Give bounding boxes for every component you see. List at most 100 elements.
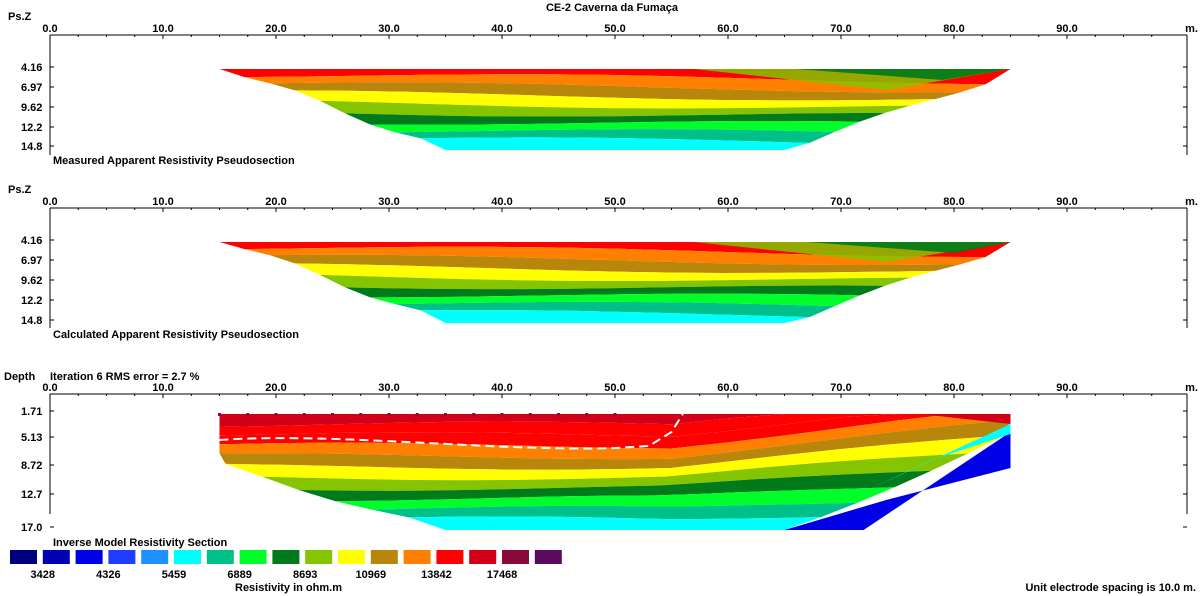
panel-calculated: 0.0 10.0 20.0 30.0 40.0 50.0 60.0 70.0 80.0 90.0 m… xyxy=(8,184,1198,341)
x-tick-label: 30.0 xyxy=(378,196,399,208)
calculated-band-1 xyxy=(244,246,986,266)
legend-swatch xyxy=(206,550,234,564)
panel-caption: Calculated Apparent Resistivity Pseudose… xyxy=(53,329,299,341)
x-tick-label: 0.0 xyxy=(42,23,57,35)
measured-band-7 xyxy=(395,129,835,143)
measured-band-8 xyxy=(420,137,810,150)
inverse-section xyxy=(218,413,1011,530)
legend-swatch xyxy=(239,550,267,564)
inverse-cyan-wedge xyxy=(863,424,1011,492)
y-tick-label: 17.0 xyxy=(21,522,42,534)
inverse-band-6 xyxy=(262,453,968,491)
x-tick-label: 70.0 xyxy=(830,23,851,35)
y-tick-label: 6.97 xyxy=(21,82,42,94)
calculated-band-2 xyxy=(269,254,961,273)
x-tick-label: 50.0 xyxy=(604,382,625,394)
calculated-band-4 xyxy=(319,274,911,290)
y-axis-label: Ps.Z xyxy=(8,11,32,23)
calculated-band-3 xyxy=(294,263,936,282)
electrode-marker xyxy=(302,413,306,416)
inverse-band-9 xyxy=(372,502,858,520)
x-tick-label: 0.0 xyxy=(42,196,57,208)
electrode-marker xyxy=(613,413,617,416)
x-tick-label: 30.0 xyxy=(378,382,399,394)
inverse-band-1 xyxy=(219,414,1011,437)
y-axis-label: Ps.Z xyxy=(8,184,32,196)
electrode-marker xyxy=(500,413,504,416)
x-axis-unit: m. xyxy=(1185,196,1198,208)
panel-inverse: 0.0 10.0 20.0 30.0 40.0 50.0 60.0 70.0 80.0 90.0 m… xyxy=(4,371,1198,549)
calculated-band-5 xyxy=(345,285,885,298)
panel-caption: Measured Apparent Resistivity Pseudosect… xyxy=(53,155,295,167)
electrode-marker xyxy=(415,413,419,416)
legend-swatch xyxy=(305,550,333,564)
electrode-marker xyxy=(359,413,363,416)
x-tick-label: 20.0 xyxy=(265,382,286,394)
x-tick-label: 60.0 xyxy=(717,196,738,208)
inverse-red-corner xyxy=(920,414,1011,424)
y-tick-label: 9.62 xyxy=(21,102,42,114)
legend-swatch xyxy=(108,550,136,564)
y-tick-label: 4.16 xyxy=(21,62,42,74)
electrode-marker xyxy=(387,413,391,416)
x-tick-label: 60.0 xyxy=(717,382,738,394)
legend-swatch xyxy=(370,550,398,564)
electrode-marker xyxy=(246,413,250,416)
x-tick-label: 40.0 xyxy=(491,382,512,394)
calculated-band-7 xyxy=(395,301,835,318)
legend-swatch xyxy=(502,550,529,564)
legend-swatch xyxy=(10,550,37,564)
legend-swatch xyxy=(42,550,70,564)
x-tick-label: 0.0 xyxy=(42,382,57,394)
x-tick-label: 60.0 xyxy=(717,23,738,35)
electrode-marker xyxy=(528,413,532,416)
interpreted-boundary-line xyxy=(219,413,684,450)
x-tick-label: 10.0 xyxy=(152,196,173,208)
y-tick-label: 12.2 xyxy=(21,122,42,134)
inverse-band-3 xyxy=(219,414,1011,460)
y-tick-label: 12.2 xyxy=(21,295,42,307)
legend-unit-label: Resistivity in ohm.m xyxy=(235,582,342,594)
calculated-band-8 xyxy=(420,310,810,323)
legend-value: 4326 xyxy=(96,569,120,581)
legend-swatch xyxy=(272,550,300,564)
iteration-note: Iteration 6 RMS error = 2.7 % xyxy=(50,371,200,383)
x-tick-label: 90.0 xyxy=(1056,382,1077,394)
electrode-marker xyxy=(585,413,589,416)
legend-swatch xyxy=(534,550,562,564)
electrode-marker xyxy=(557,413,560,416)
legend-layer: 3428 4326 5459 6889 8693 10969 13842 17468 xyxy=(10,550,562,581)
legend-value: 3428 xyxy=(31,569,55,581)
electrode-marker xyxy=(472,413,476,416)
inverse-band-8 xyxy=(335,487,895,510)
x-tick-label: 70.0 xyxy=(830,382,851,394)
legend-swatch xyxy=(174,550,201,564)
y-tick-label: 12.7 xyxy=(21,489,42,501)
y-tick-label: 6.97 xyxy=(21,255,42,267)
panel-caption: Inverse Model Resistivity Section xyxy=(53,537,228,549)
x-tick-label: 90.0 xyxy=(1056,23,1077,35)
x-tick-label: 30.0 xyxy=(378,23,399,35)
legend-swatch xyxy=(75,550,103,564)
measured-band-3 xyxy=(294,90,936,109)
y-tick-label: 1.71 xyxy=(21,406,42,418)
inverse-band-2 xyxy=(219,414,1011,449)
x-axis-unit: m. xyxy=(1185,23,1198,35)
x-tick-label: 80.0 xyxy=(943,196,964,208)
y-tick-label: 14.8 xyxy=(21,141,42,153)
legend-swatch xyxy=(338,550,365,564)
legend-value: 8693 xyxy=(293,569,317,581)
inverse-band-0 xyxy=(219,414,1011,427)
footer-note: Unit electrode spacing is 10.0 m. xyxy=(1025,582,1196,594)
measured-section xyxy=(219,69,1011,150)
x-tick-label: 10.0 xyxy=(152,382,173,394)
calculated-wedge-dark xyxy=(807,242,1011,253)
y-tick-label: 9.62 xyxy=(21,275,42,287)
legend-value: 10969 xyxy=(356,569,387,581)
electrode-marker xyxy=(218,413,221,416)
y-tick-label: 5.13 xyxy=(21,432,42,444)
panels-layer: 0.0 10.0 20.0 30.0 40.0 50.0 60.0 70.0 80.0 90.0 m… xyxy=(4,11,1198,549)
legend-swatch xyxy=(436,550,464,564)
measured-band-1 xyxy=(244,74,986,93)
